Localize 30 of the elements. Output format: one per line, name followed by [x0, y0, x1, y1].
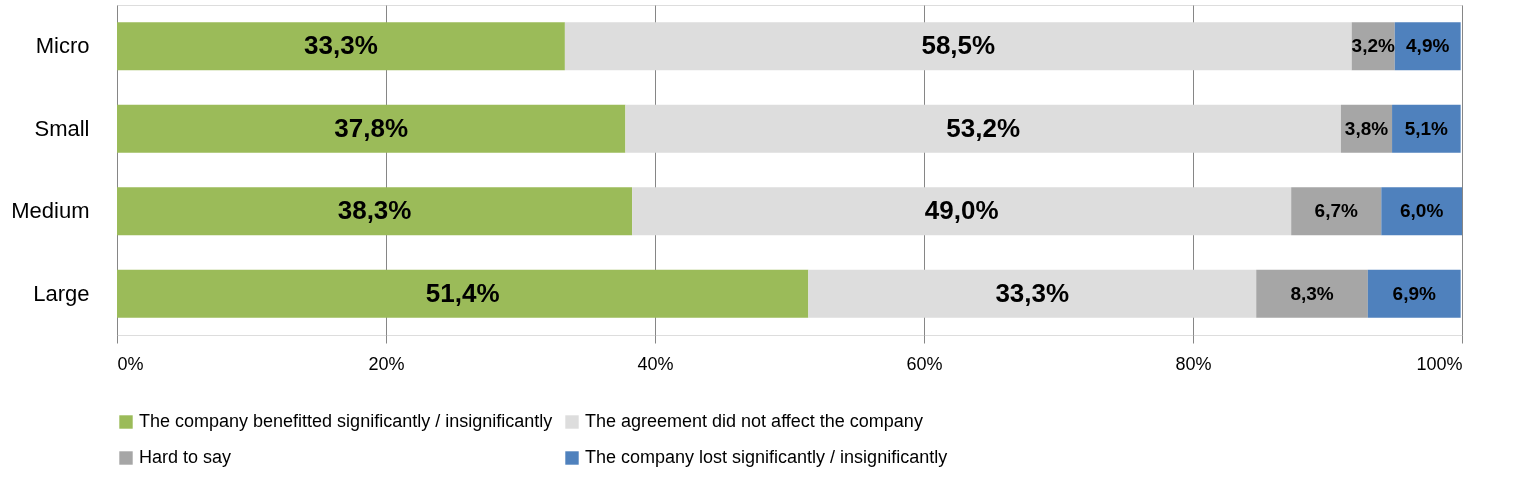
- data-label: 33,3%: [304, 30, 378, 61]
- data-label: 49,0%: [924, 195, 999, 226]
- data-label: 58,5%: [921, 30, 996, 61]
- legend-label: The company benefitted significantly / insignificantly: [139, 411, 553, 431]
- data-label: 4,9%: [1406, 35, 1450, 57]
- data-label: 3,8%: [1344, 117, 1389, 139]
- data-label: 6,7%: [1314, 200, 1358, 222]
- legend-label: The company lost significantly / insignificantly: [585, 447, 948, 467]
- data-label: 53,2%: [946, 112, 1021, 143]
- data-label: 3,2%: [1351, 35, 1395, 57]
- data-label: 37,8%: [334, 112, 409, 143]
- data-label: 33,3%: [995, 277, 1070, 308]
- legend-label: Hard to say: [139, 447, 232, 467]
- data-label: 8,3%: [1290, 282, 1334, 304]
- x-tick-label: 40%: [637, 353, 674, 374]
- data-label: 6,0%: [1399, 200, 1444, 222]
- x-tick-label: 60%: [906, 353, 943, 374]
- y-tick-label: Small: [34, 115, 90, 141]
- data-label: 6,9%: [1392, 282, 1437, 304]
- x-tick-label: 0%: [117, 353, 144, 374]
- legend-label: The agreement did not affect the company: [585, 411, 923, 431]
- data-label: 51,4%: [425, 277, 500, 308]
- data-label: 38,3%: [337, 195, 412, 226]
- x-tick-label: 100%: [1416, 353, 1463, 374]
- x-tick-label: 80%: [1175, 353, 1212, 374]
- data-label: 5,1%: [1404, 117, 1449, 139]
- y-tick-label: Micro: [35, 33, 90, 59]
- y-tick-label: Medium: [11, 198, 90, 224]
- x-tick-label: 20%: [368, 353, 405, 374]
- y-tick-label: Large: [33, 280, 90, 306]
